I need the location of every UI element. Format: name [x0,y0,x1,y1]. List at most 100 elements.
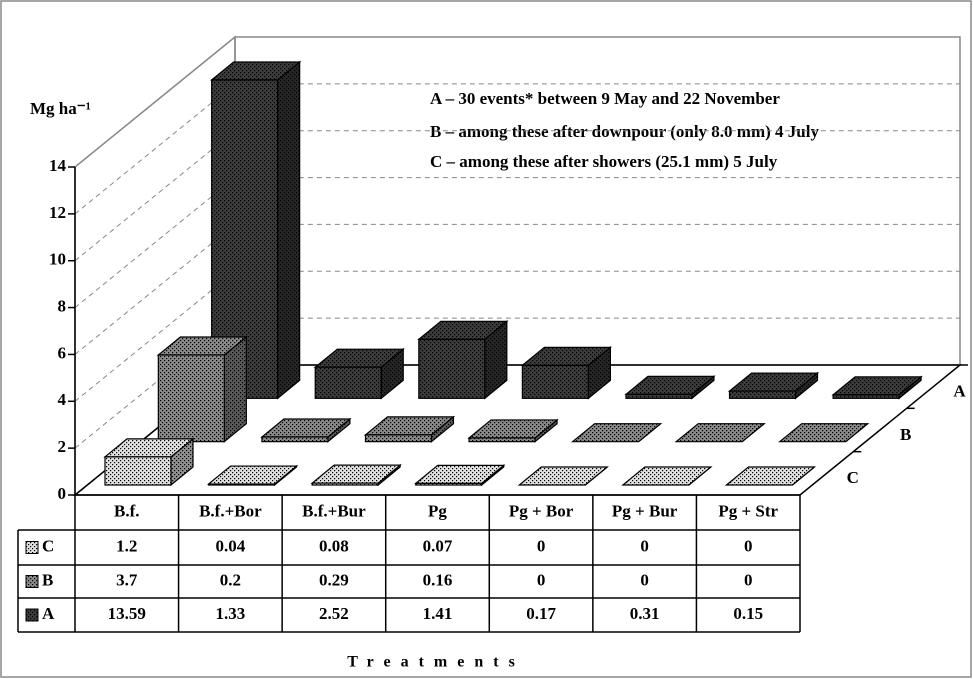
bar-side-shade [171,438,193,485]
table-value: 3.7 [116,570,138,589]
bar-side-shade [224,336,247,442]
bar-front [832,394,900,399]
bar [778,423,870,443]
annotation: C – among these after showers (25.1 mm) … [430,152,778,171]
bar [414,464,506,487]
bar-front [314,366,382,399]
table-value: 0.08 [319,536,349,555]
table-value: 13.59 [108,604,146,623]
bar-side-shade [588,347,611,399]
depth-label: A [953,382,966,401]
x-tick-label: B.f.+Bor [199,501,262,520]
table-value: 0 [640,570,649,589]
y-tick-label: 0 [58,484,67,503]
bar [724,466,817,486]
table-value: 1.2 [116,536,137,555]
bar-top [674,423,766,443]
bar-front [625,393,693,399]
legend-label: C [42,536,54,555]
table-value: 0 [537,536,546,555]
bar [621,466,713,486]
bar-top [517,466,609,486]
table-value: 0.15 [733,604,763,623]
table-value: 0.07 [423,536,453,555]
bar-side-shade [431,416,454,442]
legend-swatch [25,541,39,554]
bar-top [570,423,663,443]
legend-swatch [25,608,39,622]
bar-side-shade [381,349,404,399]
y-tick-label: 4 [58,390,67,409]
bar [260,417,352,443]
bar [624,375,716,400]
table-value: 0.04 [215,536,245,555]
y-tick-label: 8 [58,296,67,315]
bar-front [418,338,486,399]
bar-side-shade [327,418,350,442]
bar [206,464,299,487]
table-value: 0.31 [630,604,660,623]
x-tick-label: B.f. [114,501,140,520]
bar [520,346,613,400]
bar [570,423,663,443]
y-tick-label: 6 [58,343,67,362]
bar [310,463,402,487]
y-tick-label: 2 [58,437,67,456]
y-tick-label: 12 [49,203,66,222]
annotation: B – among these after downpour (only 8.0… [430,122,819,141]
table-value: 0 [744,570,753,589]
bar-front [728,390,797,399]
depth-label: C [847,468,859,487]
bar-front [261,436,329,443]
bar [103,437,195,487]
bar-front [468,437,536,443]
table-value: 0.2 [220,570,241,589]
table-value: 2.52 [319,604,349,623]
bar [156,335,249,443]
y-axis-label: Mg ha⁻¹ [30,99,91,118]
bar-top [621,466,713,486]
y-tick-label: 14 [49,156,67,175]
table-value: 0.16 [423,570,453,589]
bar-top [778,423,870,443]
bar [517,466,609,486]
annotation: A – 30 events* between 9 May and 22 Nove… [430,89,780,108]
table-value: 0.29 [319,570,349,589]
table-value: 0 [537,570,546,589]
bar [674,423,766,443]
bar [417,320,509,400]
bar-front [104,456,172,486]
bar [727,371,820,400]
table-value: 1.33 [215,604,245,623]
table-value: 0.17 [526,604,556,623]
depth-label: B [900,425,911,444]
legend-swatch [25,575,39,588]
bar [363,415,456,443]
table-value: 1.41 [423,604,453,623]
table-value: 0 [744,536,753,555]
bar [313,347,405,400]
bar-side-shade [277,61,300,399]
y-tick-label: 10 [49,250,66,269]
x-tick-label: Pg + Bur [612,501,678,520]
bar-side-shade [691,376,714,399]
bar-front [207,483,276,486]
bar-side-shade [484,321,507,399]
bar-front [157,354,225,443]
x-tick-label: Pg + Str [718,501,778,520]
x-tick-label: Pg [428,501,447,520]
bar [831,375,923,400]
bar-side-shade [795,373,818,399]
x-tick-label: B.f.+Bur [302,501,366,520]
bar-side-shade [899,376,922,399]
legend-label: A [42,604,55,623]
bar-front [364,434,433,443]
bar-side-shade [535,419,558,442]
x-axis-label: Treatments [347,654,525,671]
bar-top [724,466,817,486]
bar-front [415,482,483,486]
legend-label: B [42,570,53,589]
bar [467,418,559,443]
